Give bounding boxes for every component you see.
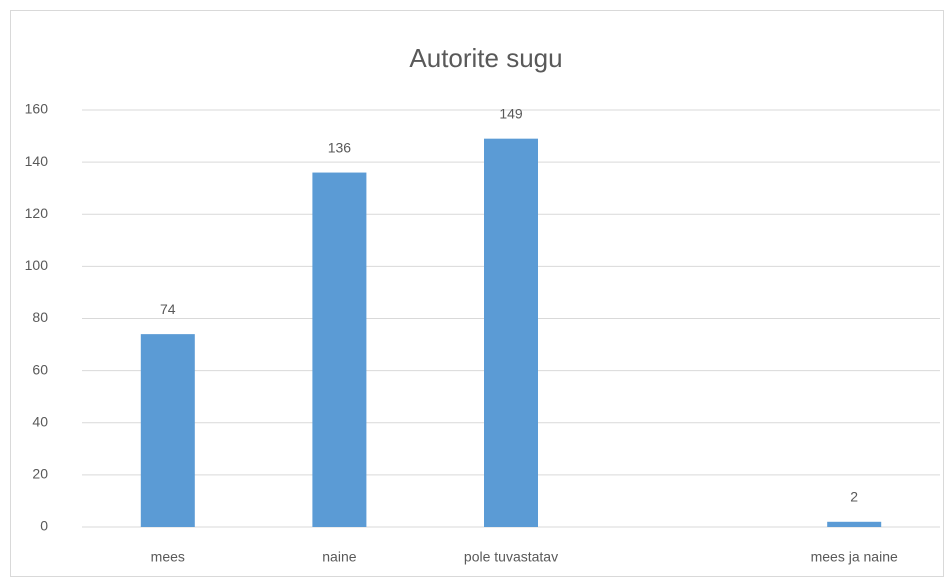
x-tick-label: naine	[322, 549, 356, 565]
x-tick-label: pole tuvastatav	[464, 549, 558, 565]
x-tick-label: mees	[151, 549, 185, 565]
bar	[827, 521, 882, 527]
y-tick-label: 140	[25, 153, 49, 169]
bar	[484, 138, 538, 527]
y-tick-label: 0	[40, 518, 48, 534]
y-tick-label: 40	[32, 413, 48, 429]
data-label: 149	[499, 105, 523, 121]
y-tick-label: 100	[25, 257, 49, 273]
y-tick-label: 60	[32, 361, 48, 377]
bar	[140, 334, 195, 527]
data-label: 2	[850, 488, 858, 504]
chart-title: Autorite sugu	[409, 43, 562, 73]
y-tick-label: 80	[32, 309, 48, 325]
y-tick-label: 20	[32, 466, 48, 482]
y-tick-label: 160	[25, 101, 49, 117]
x-tick-label: mees ja naine	[811, 549, 898, 565]
bar	[312, 172, 367, 528]
data-label: 136	[328, 139, 352, 155]
data-label: 74	[160, 301, 176, 317]
y-tick-label: 120	[25, 205, 49, 221]
